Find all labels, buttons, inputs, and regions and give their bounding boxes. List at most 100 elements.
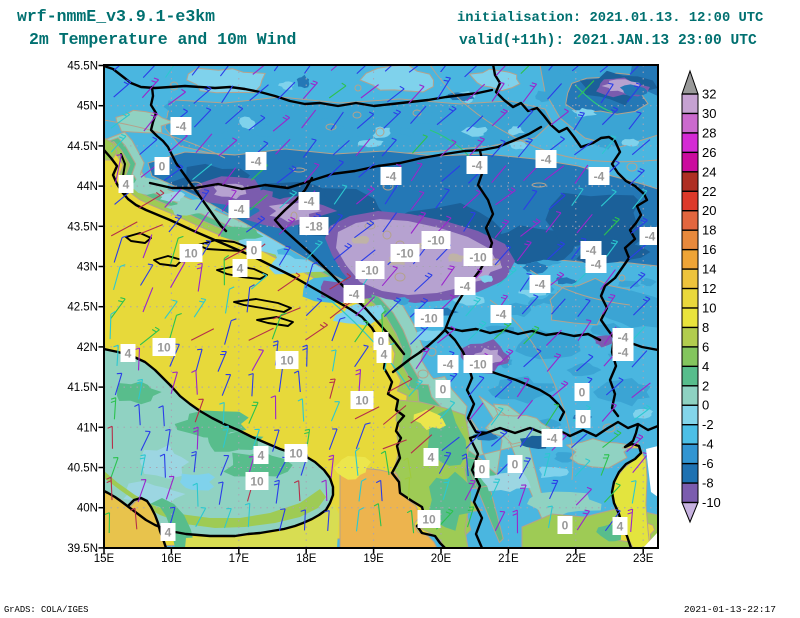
svg-text:18: 18 xyxy=(702,223,716,238)
svg-text:10: 10 xyxy=(702,301,716,316)
svg-text:4: 4 xyxy=(237,262,244,276)
svg-text:10: 10 xyxy=(289,447,303,461)
svg-text:-4: -4 xyxy=(472,159,483,173)
svg-text:-4: -4 xyxy=(176,120,187,134)
svg-text:4: 4 xyxy=(381,348,388,362)
svg-text:0: 0 xyxy=(562,519,569,533)
svg-text:43N: 43N xyxy=(77,262,98,274)
svg-text:-8: -8 xyxy=(702,476,714,491)
svg-text:6: 6 xyxy=(702,339,709,354)
svg-text:-10: -10 xyxy=(427,234,445,248)
svg-text:initialisation: 2021.01.13. 12: initialisation: 2021.01.13. 12:00 UTC xyxy=(457,10,763,26)
svg-text:-10: -10 xyxy=(396,247,414,261)
svg-text:-4: -4 xyxy=(541,153,552,167)
svg-text:41.5N: 41.5N xyxy=(67,382,98,394)
svg-text:10: 10 xyxy=(280,354,294,368)
svg-text:4: 4 xyxy=(617,520,624,534)
svg-text:24: 24 xyxy=(702,164,716,179)
svg-text:42N: 42N xyxy=(77,342,98,354)
svg-text:17E: 17E xyxy=(229,553,250,565)
svg-text:0: 0 xyxy=(580,413,587,427)
svg-text:45N: 45N xyxy=(77,101,98,113)
svg-text:10: 10 xyxy=(157,341,171,355)
svg-text:23E: 23E xyxy=(633,553,654,565)
svg-text:45.5N: 45.5N xyxy=(67,61,98,73)
svg-text:-4: -4 xyxy=(591,258,602,272)
svg-text:10: 10 xyxy=(250,475,264,489)
svg-text:0: 0 xyxy=(159,160,166,174)
svg-text:44N: 44N xyxy=(77,181,98,193)
svg-text:-4: -4 xyxy=(645,230,656,244)
svg-text:-4: -4 xyxy=(702,437,714,452)
svg-text:16E: 16E xyxy=(161,553,182,565)
svg-text:0: 0 xyxy=(440,383,447,397)
svg-text:-2: -2 xyxy=(702,417,714,432)
svg-text:42.5N: 42.5N xyxy=(67,302,98,314)
svg-text:30: 30 xyxy=(702,106,716,121)
svg-text:40.5N: 40.5N xyxy=(67,463,98,475)
svg-text:14: 14 xyxy=(702,262,716,277)
svg-text:-6: -6 xyxy=(702,456,714,471)
svg-text:GrADS: COLA/IGES: GrADS: COLA/IGES xyxy=(4,605,88,615)
svg-text:40N: 40N xyxy=(77,503,98,515)
svg-text:4: 4 xyxy=(428,451,435,465)
svg-text:-4: -4 xyxy=(443,358,454,372)
svg-text:0: 0 xyxy=(378,335,385,349)
svg-text:10: 10 xyxy=(184,247,198,261)
svg-text:-4: -4 xyxy=(386,170,397,184)
svg-text:-4: -4 xyxy=(460,280,471,294)
svg-text:-10: -10 xyxy=(469,251,487,265)
svg-text:-4: -4 xyxy=(304,195,315,209)
svg-text:22E: 22E xyxy=(566,553,587,565)
svg-text:4: 4 xyxy=(702,359,709,374)
svg-text:22: 22 xyxy=(702,184,716,199)
svg-text:4: 4 xyxy=(165,526,172,540)
svg-text:-10: -10 xyxy=(702,495,721,510)
svg-text:-10: -10 xyxy=(420,312,438,326)
svg-text:0: 0 xyxy=(479,463,486,477)
svg-text:-4: -4 xyxy=(594,170,605,184)
svg-text:20E: 20E xyxy=(431,553,452,565)
svg-text:10: 10 xyxy=(422,513,436,527)
svg-text:0: 0 xyxy=(512,458,519,472)
svg-text:-4: -4 xyxy=(234,203,245,217)
svg-text:8: 8 xyxy=(702,320,709,335)
svg-text:20: 20 xyxy=(702,203,716,218)
svg-text:43.5N: 43.5N xyxy=(67,221,98,233)
svg-text:39.5N: 39.5N xyxy=(67,543,98,555)
svg-text:19E: 19E xyxy=(363,553,384,565)
svg-text:-4: -4 xyxy=(586,244,597,258)
svg-text:-10: -10 xyxy=(469,358,487,372)
svg-text:-4: -4 xyxy=(618,346,629,360)
svg-text:18E: 18E xyxy=(296,553,317,565)
svg-text:26: 26 xyxy=(702,145,716,160)
svg-text:-4: -4 xyxy=(496,308,507,322)
svg-text:-4: -4 xyxy=(547,432,558,446)
svg-text:2m Temperature and 10m Wind: 2m Temperature and 10m Wind xyxy=(29,30,296,49)
svg-text:-10: -10 xyxy=(361,264,379,278)
svg-text:12: 12 xyxy=(702,281,716,296)
svg-text:-4: -4 xyxy=(349,288,360,302)
svg-text:32: 32 xyxy=(702,87,716,102)
svg-text:16: 16 xyxy=(702,242,716,257)
svg-text:valid(+11h): 2021.JAN.13 23:00: valid(+11h): 2021.JAN.13 23:00 UTC xyxy=(459,33,757,49)
svg-text:10: 10 xyxy=(355,394,369,408)
svg-text:21E: 21E xyxy=(498,553,519,565)
svg-text:41N: 41N xyxy=(77,422,98,434)
svg-text:wrf-nmmE_v3.9.1-e3km: wrf-nmmE_v3.9.1-e3km xyxy=(17,7,215,26)
svg-text:15E: 15E xyxy=(94,553,115,565)
svg-text:-4: -4 xyxy=(251,155,262,169)
svg-text:44.5N: 44.5N xyxy=(67,141,98,153)
svg-text:2: 2 xyxy=(702,378,709,393)
svg-text:0: 0 xyxy=(702,398,709,413)
svg-text:0: 0 xyxy=(251,244,258,258)
svg-text:4: 4 xyxy=(125,347,132,361)
svg-text:-4: -4 xyxy=(618,331,629,345)
svg-text:4: 4 xyxy=(123,178,130,192)
svg-text:-4: -4 xyxy=(535,278,546,292)
svg-text:2021-01-13-22:17: 2021-01-13-22:17 xyxy=(684,604,776,615)
svg-text:4: 4 xyxy=(258,449,265,463)
svg-text:0: 0 xyxy=(579,386,586,400)
svg-text:28: 28 xyxy=(702,125,716,140)
svg-text:-18: -18 xyxy=(305,220,323,234)
